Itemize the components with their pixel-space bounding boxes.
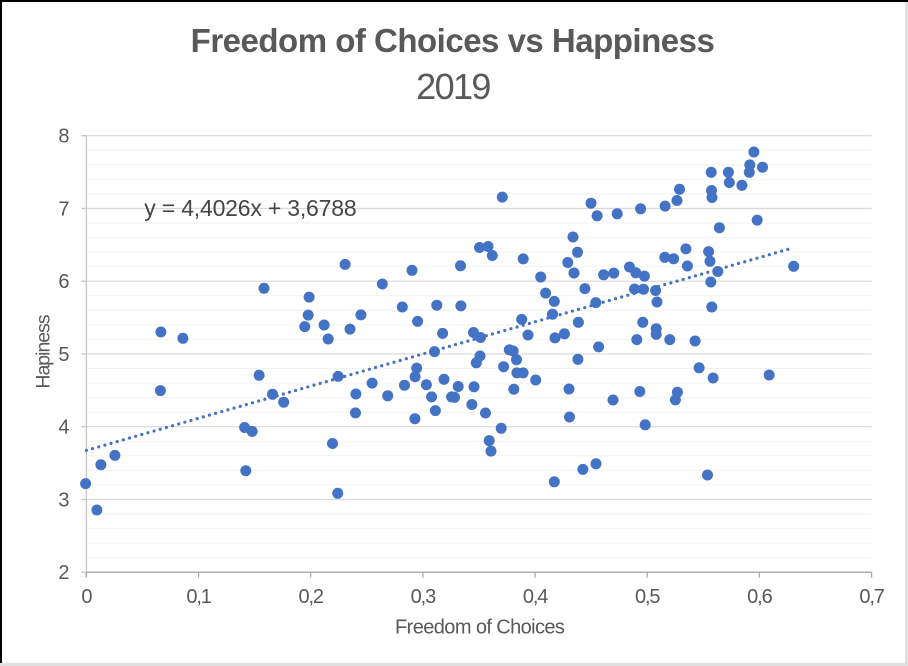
svg-text:0,3: 0,3 (411, 586, 436, 608)
svg-text:Hapiness: Hapiness (33, 314, 55, 389)
svg-text:0,2: 0,2 (298, 586, 323, 608)
svg-text:8: 8 (58, 126, 69, 148)
svg-text:0,4: 0,4 (523, 586, 548, 608)
svg-text:4: 4 (58, 417, 69, 439)
svg-text:y = 4,4026x + 3,6788: y = 4,4026x + 3,6788 (144, 195, 356, 221)
svg-text:2019: 2019 (416, 66, 490, 107)
svg-text:0,1: 0,1 (186, 586, 211, 608)
svg-text:Freedom of Choices: Freedom of Choices (395, 616, 565, 638)
svg-text:5: 5 (58, 344, 69, 366)
svg-text:0,7: 0,7 (859, 586, 884, 608)
svg-text:2: 2 (58, 562, 69, 584)
svg-text:0: 0 (81, 586, 92, 608)
svg-text:0,5: 0,5 (635, 586, 660, 608)
svg-text:Freedom of Choices vs Happines: Freedom of Choices vs Happiness (191, 22, 715, 59)
svg-text:3: 3 (58, 489, 69, 511)
svg-text:0,6: 0,6 (747, 586, 772, 608)
svg-text:7: 7 (58, 198, 69, 220)
svg-text:6: 6 (58, 271, 69, 293)
